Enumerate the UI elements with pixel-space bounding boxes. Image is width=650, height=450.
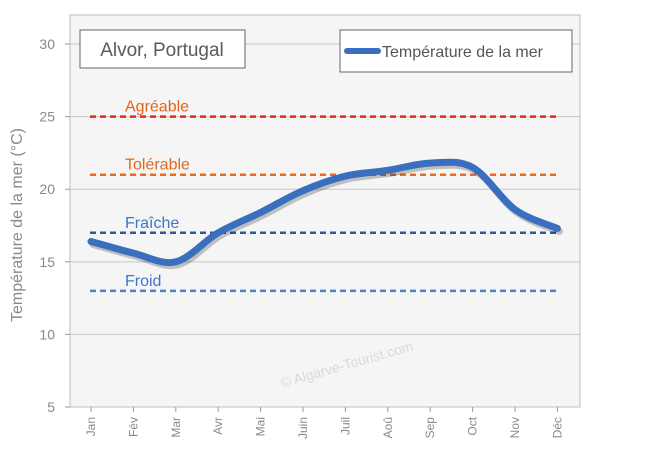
data-point <box>175 261 177 263</box>
data-point <box>90 240 92 242</box>
x-tick-label: Nov <box>508 417 522 438</box>
series-line <box>87 158 561 267</box>
legend-label: Température de la mer <box>382 44 544 61</box>
x-tick-label: Sep <box>423 417 437 439</box>
x-tick-label: Mar <box>169 417 183 438</box>
data-point <box>556 227 558 229</box>
x-tick-label: Avr <box>211 417 225 435</box>
y-axis-label: Température de la mer (°C) <box>9 128 26 322</box>
location-title: Alvor, Portugal <box>100 40 224 61</box>
data-point <box>514 209 516 211</box>
reference-label: Agréable <box>125 99 189 116</box>
reference-label: Fraîche <box>125 215 179 232</box>
reference-label: Tolérable <box>125 157 190 174</box>
data-point <box>132 252 134 254</box>
series-group <box>87 158 563 270</box>
plot-area <box>69 14 581 408</box>
x-tick-label: Oct <box>466 416 480 435</box>
y-tick-label: 20 <box>39 181 55 197</box>
x-tick-label: Jan <box>84 417 98 436</box>
location-title-box: Alvor, Portugal <box>79 29 246 69</box>
data-point <box>260 211 262 213</box>
legend: Température de la mer <box>339 29 573 73</box>
x-tick-label: Déc <box>550 417 564 438</box>
x-tick-label: Mai <box>254 417 268 436</box>
x-tick-label: Juil <box>338 417 352 435</box>
data-point <box>217 232 219 234</box>
y-tick-label: 10 <box>39 326 55 342</box>
y-tick-label: 30 <box>39 36 55 52</box>
data-point <box>344 175 346 177</box>
x-axis-ticks: Jan Fév Mar Avr Mai Juin Juil Aoû Sep Oct Nov Déc <box>84 407 564 439</box>
data-point <box>472 166 474 168</box>
data-point <box>429 162 431 164</box>
data-point <box>387 169 389 171</box>
y-tick-label: 25 <box>39 109 55 125</box>
y-tick-label: 5 <box>47 399 55 415</box>
reference-label: Froid <box>125 273 161 290</box>
data-point <box>302 190 304 192</box>
y-tick-label: 15 <box>39 254 55 270</box>
reference-lines: Agréable Tolérable Fraîche Froid <box>90 99 556 293</box>
x-tick-label: Juin <box>296 417 310 439</box>
y-axis-ticks: 5 10 15 20 25 30 <box>39 36 70 415</box>
x-tick-label: Fév <box>126 417 140 437</box>
x-tick-label: Aoû <box>381 417 395 438</box>
